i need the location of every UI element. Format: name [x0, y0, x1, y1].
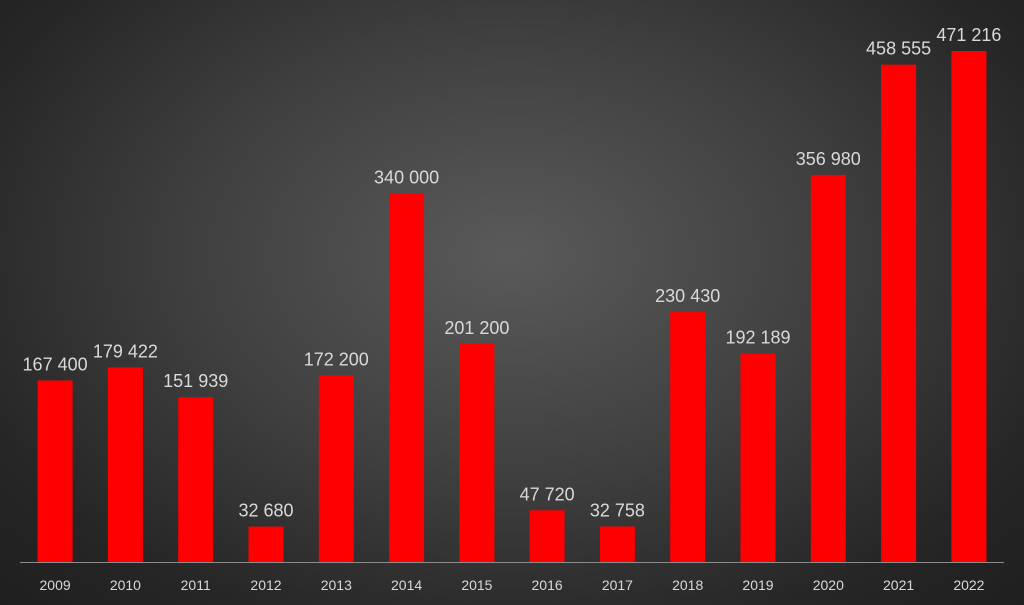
data-label-2020: 356 980 [796, 149, 861, 169]
x-tick-label-2011: 2011 [181, 577, 211, 593]
data-label-2022: 471 216 [936, 25, 1001, 45]
x-tick-label-2020: 2020 [813, 577, 844, 593]
data-label-2014: 340 000 [374, 167, 439, 187]
bar-2017 [599, 526, 635, 562]
x-tick-label-2019: 2019 [742, 577, 773, 593]
data-label-2015: 201 200 [444, 318, 509, 338]
bar-2018 [670, 312, 706, 562]
x-tick-label-2014: 2014 [391, 577, 422, 593]
bar-2010 [107, 367, 143, 562]
bars-layer [37, 51, 987, 563]
data-label-2010: 179 422 [93, 341, 158, 361]
x-tick-label-2015: 2015 [461, 577, 492, 593]
x-tick-label-2009: 2009 [40, 577, 71, 593]
data-label-2013: 172 200 [304, 349, 369, 369]
data-label-2021: 458 555 [866, 39, 931, 59]
data-label-2017: 32 758 [590, 501, 645, 521]
data-label-2012: 32 680 [238, 501, 293, 521]
data-label-2009: 167 400 [23, 355, 88, 375]
data-label-2018: 230 430 [655, 286, 720, 306]
x-tick-label-2012: 2012 [250, 577, 281, 593]
bar-2016 [529, 510, 565, 562]
bar-2013 [318, 375, 354, 562]
bar-2022 [951, 51, 987, 562]
x-tick-label-2018: 2018 [672, 577, 703, 593]
x-tick-labels-layer: 2009 2010 2011 2012 2013 2014 2015 2016 2017 2018… [40, 577, 985, 593]
bar-2012 [248, 526, 284, 562]
data-label-2016: 47 720 [520, 484, 575, 504]
bar-2021 [881, 64, 917, 562]
bar-2019 [740, 353, 776, 562]
x-tick-label-2022: 2022 [953, 577, 984, 593]
x-tick-label-2010: 2010 [110, 577, 141, 593]
x-tick-label-2017: 2017 [602, 577, 633, 593]
x-tick-label-2013: 2013 [321, 577, 352, 593]
bar-2014 [389, 193, 425, 563]
x-tick-label-2021: 2021 [883, 577, 914, 593]
bar-2020 [810, 174, 846, 562]
bar-2015 [459, 343, 495, 562]
x-tick-label-2016: 2016 [532, 577, 563, 593]
data-label-2019: 192 189 [725, 328, 790, 348]
bar-2011 [178, 397, 214, 562]
data-label-2011: 151 939 [163, 371, 228, 391]
bar-2009 [37, 380, 73, 562]
